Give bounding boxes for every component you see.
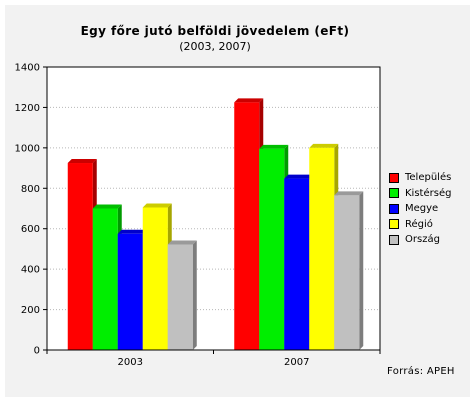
- bar-top: [117, 229, 147, 234]
- bar-top: [259, 144, 289, 149]
- bar: [259, 148, 285, 350]
- y-tick-label: 1200: [15, 103, 40, 114]
- legend-swatch: [389, 203, 399, 214]
- bar-side: [192, 240, 197, 350]
- legend-label: Település: [405, 172, 452, 184]
- bar-top: [234, 98, 264, 103]
- bar-top: [142, 203, 172, 208]
- bar-top: [284, 174, 314, 179]
- legend-swatch: [389, 172, 399, 183]
- bar: [67, 163, 93, 350]
- chart-title: Egy főre jutó belföldi jövedelem (eFt): [80, 24, 350, 38]
- legend-swatch: [389, 188, 399, 199]
- legend-item: Település: [389, 170, 451, 186]
- bar: [142, 207, 168, 350]
- legend-swatch: [389, 234, 399, 245]
- bar: [334, 195, 360, 350]
- bar-top: [334, 191, 364, 196]
- legend-item: Régió: [389, 217, 451, 233]
- legend-label: Megye: [405, 203, 439, 215]
- bar: [284, 178, 310, 350]
- legend-item: Kistérség: [389, 186, 451, 202]
- chart-legend: Település Kistérség Megye Régió Ország: [389, 170, 451, 248]
- y-tick-label: 400: [21, 265, 40, 276]
- bar: [117, 233, 143, 350]
- bar-top: [309, 143, 339, 148]
- bar-side: [359, 191, 364, 350]
- y-tick-label: 1400: [15, 63, 40, 74]
- legend-item: Ország: [389, 232, 451, 248]
- bar-top: [92, 204, 122, 209]
- y-tick-label: 1000: [15, 143, 40, 154]
- legend-label: Régió: [405, 218, 433, 230]
- bar: [167, 244, 193, 350]
- legend-label: Ország: [405, 234, 440, 246]
- legend-swatch: [389, 219, 399, 230]
- x-tick-label: 2007: [284, 357, 309, 368]
- legend-item: Megye: [389, 201, 451, 217]
- y-tick-label: 200: [21, 305, 40, 316]
- y-tick-label: 800: [21, 184, 40, 195]
- bar: [309, 147, 335, 350]
- legend-label: Kistérség: [405, 187, 452, 199]
- plot-border: [46, 66, 381, 351]
- bar-top: [167, 240, 197, 245]
- y-tick-label: 0: [34, 346, 40, 357]
- x-tick-label: 2003: [118, 357, 143, 368]
- y-tick-label: 600: [21, 224, 40, 235]
- bar: [234, 102, 260, 350]
- source-note: Forrás: APEH: [387, 366, 455, 377]
- bar-top: [67, 159, 97, 164]
- chart-subtitle: (2003, 2007): [179, 40, 251, 53]
- bar: [92, 208, 118, 350]
